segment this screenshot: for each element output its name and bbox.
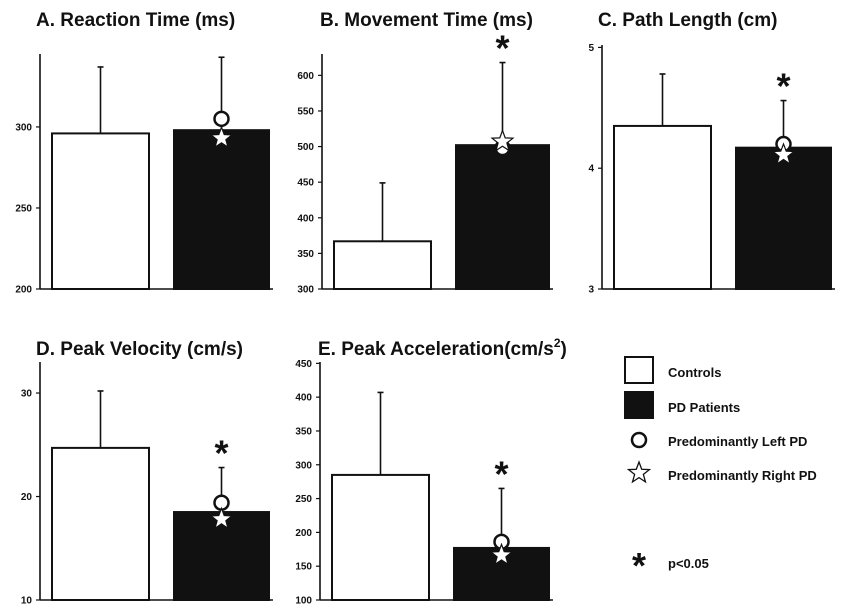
y-tick-label: 100 — [295, 596, 312, 607]
right-pd-marker — [771, 142, 796, 166]
y-tick-label: 450 — [297, 178, 314, 189]
chart-panel-e: E. Peak Acceleration(cm/s2) 100 150 200 250 3… — [295, 336, 567, 607]
y-tick-label: 500 — [297, 142, 314, 153]
y-tick-label: 4 — [588, 164, 594, 175]
right-pd-marker — [489, 542, 514, 566]
y-tick-label: 20 — [21, 492, 33, 503]
chart-title: C. Path Length (cm) — [598, 10, 777, 31]
bar-pd-patients — [735, 146, 832, 290]
significance-marker: * — [494, 453, 508, 494]
chart-title: E. Peak Acceleration(cm/s2) — [318, 336, 567, 360]
chart-title-text: D. Peak Velocity (cm/s) — [36, 339, 243, 360]
y-tick-label: 350 — [297, 249, 314, 260]
y-tick-label: 300 — [15, 122, 32, 133]
legend-significance-label: p<0.05 — [668, 556, 709, 571]
chart-panel-d: D. Peak Velocity (cm/s) 10 20 30 * — [21, 339, 273, 607]
chart-title: A. Reaction Time (ms) — [36, 10, 235, 31]
significance-marker: * — [214, 433, 228, 474]
legend-pd-label: PD Patients — [668, 400, 740, 415]
y-tick-label: 600 — [297, 71, 314, 82]
y-tick-label: 250 — [295, 494, 312, 505]
y-tick-label: 400 — [295, 393, 312, 404]
y-tick-label: 200 — [295, 528, 312, 539]
y-tick-label: 250 — [15, 203, 32, 214]
right-pd-marker — [209, 125, 234, 149]
y-tick-label: 150 — [295, 562, 312, 573]
bar-pd-patients — [455, 144, 550, 290]
y-tick-label: 300 — [297, 285, 314, 296]
y-tick-label: 450 — [295, 359, 312, 370]
bar-controls — [51, 132, 150, 290]
bar-controls — [613, 124, 712, 290]
chart-panel-c: C. Path Length (cm) 3 4 5 * — [588, 10, 835, 296]
legend: Controls PD Patients Predominantly Left … — [624, 356, 817, 586]
chart-title-text: C. Path Length (cm) — [598, 10, 777, 31]
chart-title-text: E. Peak Acceleration(cm/s — [318, 339, 554, 360]
bar-pd-patients — [173, 129, 270, 290]
bar-controls — [51, 446, 150, 601]
chart-title-superscript: 2 — [554, 336, 561, 350]
significance-marker: * — [495, 28, 509, 69]
y-tick-label: 300 — [295, 460, 312, 471]
chart-title: B. Movement Time (ms) — [320, 10, 533, 31]
legend-pd-swatch — [624, 391, 654, 419]
legend-left-pd-label: Predominantly Left PD — [668, 434, 807, 449]
right-pd-marker — [490, 128, 515, 152]
y-tick-label: 3 — [588, 285, 594, 296]
chart-panel-a: A. Reaction Time (ms) 200 250 300 — [15, 10, 273, 296]
chart-panel-b: B. Movement Time (ms) 300 350 400 450 500 550 6… — [297, 10, 553, 296]
legend-controls-label: Controls — [668, 365, 721, 380]
y-tick-label: 30 — [21, 389, 33, 400]
y-tick-label: 5 — [588, 43, 594, 54]
right-pd-marker — [209, 506, 234, 530]
chart-title-text: A. Reaction Time (ms) — [36, 10, 235, 31]
chart-title-suffix: ) — [561, 339, 567, 360]
legend-left-pd-marker — [630, 431, 648, 449]
legend-controls-swatch — [624, 356, 654, 384]
y-tick-label: 400 — [297, 213, 314, 224]
left-pd-marker — [213, 110, 230, 128]
legend-right-pd-marker — [626, 460, 652, 484]
bar-controls — [331, 473, 430, 601]
legend-right-pd-label: Predominantly Right PD — [668, 468, 817, 483]
bar-controls — [333, 240, 432, 290]
legend-significance-symbol: * — [632, 545, 646, 586]
bar-pd-patients — [173, 511, 270, 601]
chart-title-text: B. Movement Time (ms) — [320, 10, 533, 31]
significance-marker: * — [776, 66, 790, 107]
y-tick-label: 200 — [15, 285, 32, 296]
y-tick-label: 10 — [21, 596, 33, 607]
y-tick-label: 350 — [295, 426, 312, 437]
y-tick-label: 550 — [297, 106, 314, 117]
chart-title: D. Peak Velocity (cm/s) — [36, 339, 243, 360]
